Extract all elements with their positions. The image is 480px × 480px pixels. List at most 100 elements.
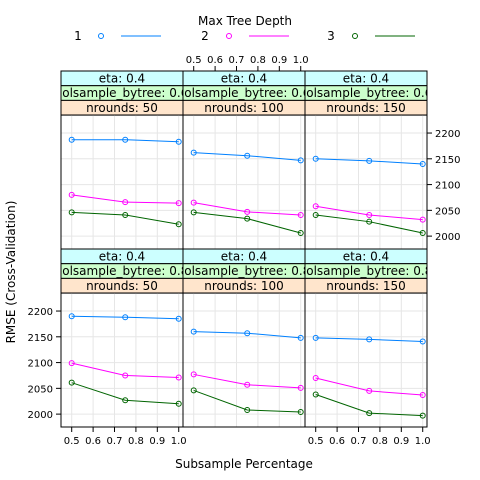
series-line [315, 158, 423, 165]
legend-entry-3: 3 [327, 29, 415, 43]
legend: Max Tree Depth 1 2 3 [74, 14, 415, 43]
legend-entry-2: 2 [201, 29, 289, 43]
strip-label-eta: eta: 0.4 [99, 250, 145, 264]
data-point [175, 400, 182, 407]
data-point [175, 374, 182, 381]
data-point [68, 136, 75, 143]
data-point [419, 412, 426, 419]
x-tick-label: 0.5 [186, 55, 202, 66]
data-point [366, 157, 373, 164]
data-point [297, 157, 304, 164]
strip-label-eta: eta: 0.4 [343, 250, 389, 264]
series-3 [190, 387, 304, 416]
series-2 [312, 375, 426, 399]
x-tick-label: 0.9 [271, 55, 287, 66]
x-axis-col-3: 0.5 0.6 0.7 0.8 0.9 1.0 [308, 427, 431, 447]
data-point [175, 221, 182, 228]
panel-border [304, 114, 428, 250]
y-tick-label: 2000 [28, 410, 53, 421]
data-point [68, 209, 75, 216]
series-line [193, 373, 301, 389]
data-point [244, 330, 251, 337]
series-3 [312, 391, 426, 419]
x-tick-label: 1.0 [293, 55, 309, 66]
x-tick-label: 1.0 [415, 436, 431, 447]
data-point [366, 410, 373, 417]
series-3 [190, 209, 304, 237]
data-point [175, 200, 182, 207]
strip-label-nrounds: nrounds: 150 [326, 101, 405, 115]
x-tick-label: 0.9 [393, 436, 409, 447]
legend-label: 3 [327, 29, 335, 43]
legend-point-marker [226, 33, 232, 39]
series-1 [190, 328, 304, 341]
series-line [71, 194, 179, 204]
data-point [312, 211, 319, 218]
series-line [71, 362, 179, 379]
x-tick-label: 0.5 [308, 436, 324, 447]
panel-grid-lines [183, 293, 305, 427]
strip-label-eta: eta: 0.4 [343, 72, 389, 86]
data-point [312, 375, 319, 382]
series-line [193, 331, 301, 339]
y-axis-row-2: 2000 2050 2100 2150 2200 [28, 307, 61, 421]
data-point [68, 360, 75, 367]
x-tick-label: 0.7 [351, 436, 367, 447]
y-tick-label: 2100 [435, 181, 460, 192]
legend-label: 1 [74, 29, 82, 43]
y-tick-label: 2200 [435, 129, 460, 140]
series-2 [190, 371, 304, 391]
panel-grid-lines [61, 115, 183, 249]
legend-point-marker [352, 33, 358, 39]
series-line [71, 139, 179, 143]
series-line [315, 337, 423, 342]
x-axis-col-1: 0.5 0.6 0.7 0.8 0.9 1.0 [64, 427, 187, 447]
panel-border [60, 114, 184, 250]
axes: 0.5 0.6 0.7 0.8 0.9 1.00.5 0.6 0.7 0.8 0.9 1.0 0.5 0… [4, 55, 460, 471]
series-line [71, 315, 179, 320]
data-point [68, 379, 75, 386]
data-point [312, 391, 319, 398]
series-2 [68, 191, 182, 207]
data-point [190, 199, 197, 206]
y-tick-label: 2200 [28, 307, 53, 318]
x-tick-label: 0.8 [250, 55, 266, 66]
data-point [244, 215, 251, 222]
y-axis-row-1: 2000 2050 2100 2150 2200 [427, 129, 460, 243]
strip-label-colsample: colsample_bytree: 0.6 [56, 86, 189, 100]
series-line [193, 202, 301, 216]
data-point [68, 313, 75, 320]
series-line [315, 205, 423, 221]
strip-label-nrounds: nrounds: 50 [86, 101, 158, 115]
panel-grid-lines [183, 115, 305, 249]
data-point [297, 409, 304, 416]
data-point [190, 387, 197, 394]
series-line [193, 152, 301, 161]
strip-label-colsample: colsample_bytree: 0.8 [300, 264, 433, 278]
series-1 [312, 334, 426, 345]
strip-label-eta: eta: 0.4 [221, 250, 267, 264]
x-tick-label: 0.5 [64, 436, 80, 447]
x-tick-label: 0.8 [372, 436, 388, 447]
series-3 [312, 211, 426, 237]
data-point [244, 152, 251, 159]
x-tick-label: 0.7 [229, 55, 245, 66]
y-tick-label: 2150 [435, 155, 460, 166]
x-tick-label: 0.7 [107, 436, 123, 447]
series-line [315, 394, 423, 417]
strip-label-colsample: colsample_bytree: 0.6 [300, 86, 433, 100]
data-point [312, 203, 319, 210]
strip-label-nrounds: nrounds: 50 [86, 279, 158, 293]
series-1 [68, 136, 182, 145]
data-point [419, 216, 426, 223]
strip-label-nrounds: nrounds: 150 [326, 279, 405, 293]
data-point [244, 406, 251, 413]
legend-title: Max Tree Depth [198, 14, 292, 28]
data-point [122, 136, 129, 143]
x-tick-label: 0.9 [149, 436, 165, 447]
series-line [193, 211, 301, 234]
